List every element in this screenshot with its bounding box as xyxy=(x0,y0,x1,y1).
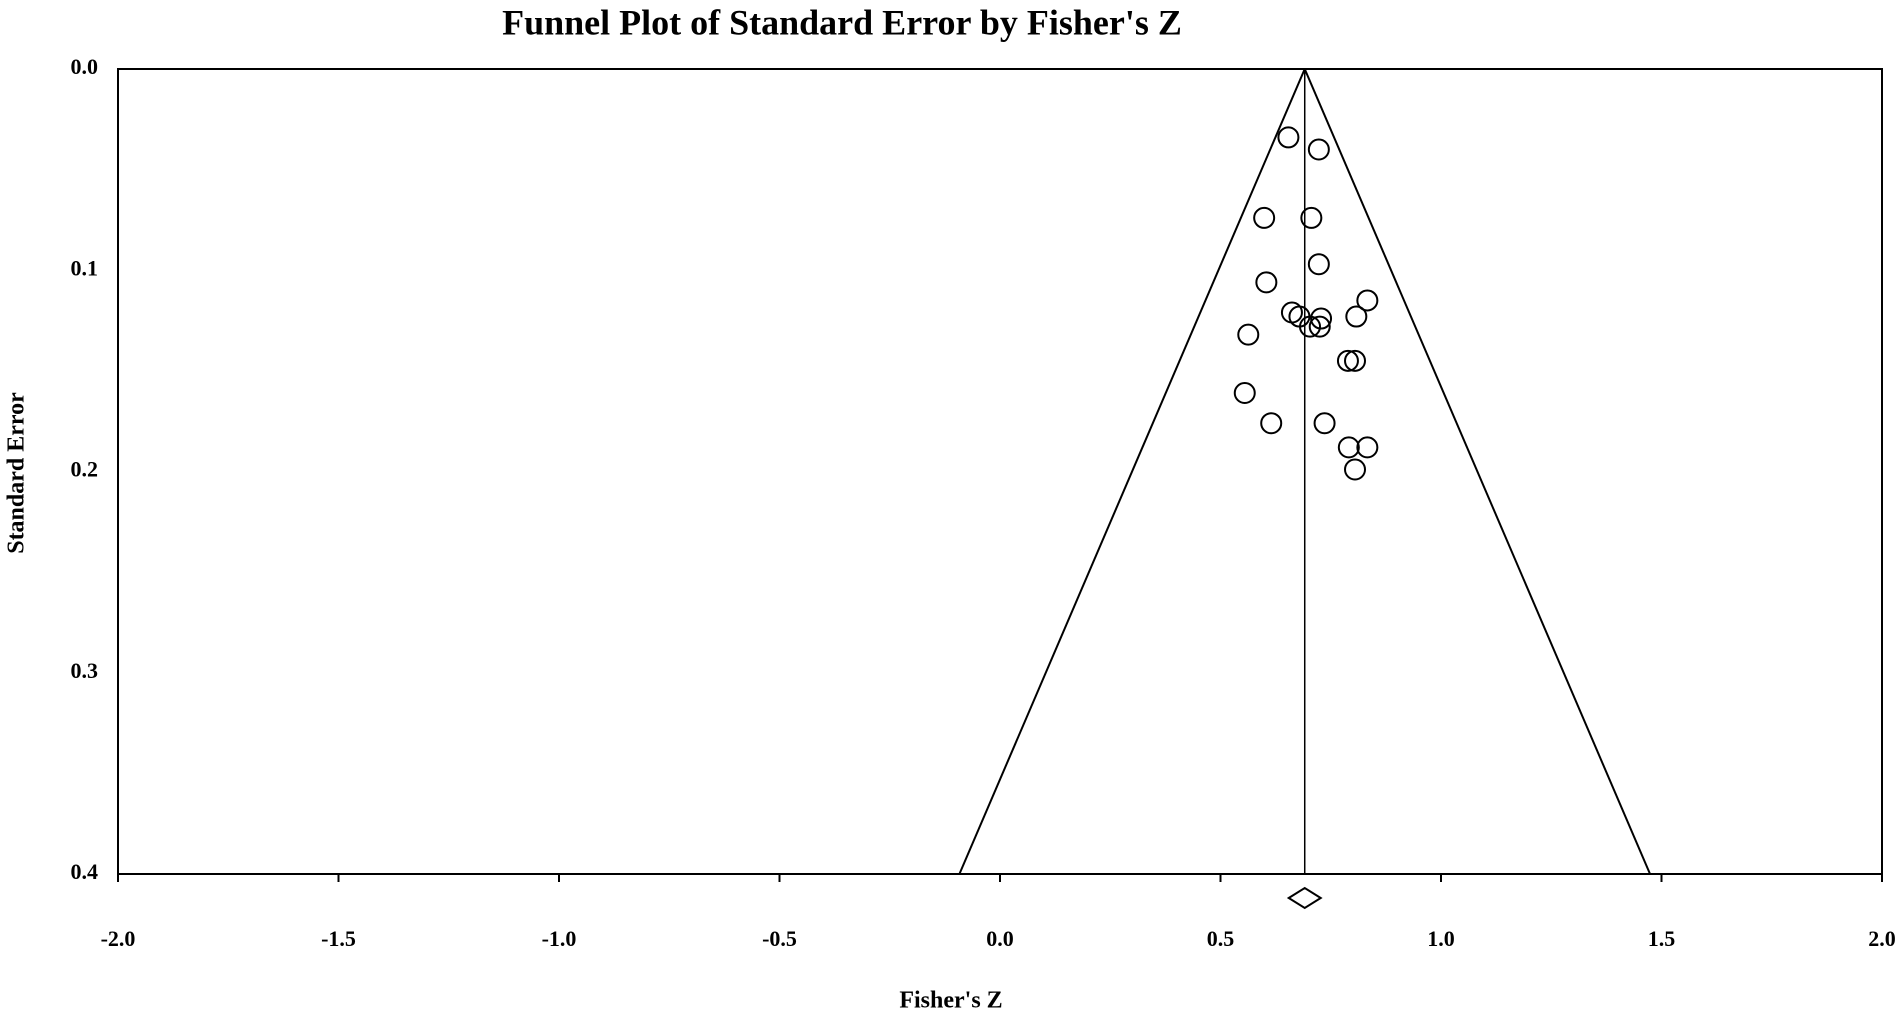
y-axis-title: Standard Error xyxy=(4,392,30,554)
plot-frame xyxy=(117,68,1883,875)
y-tick-label: 0.2 xyxy=(71,457,99,482)
summary-diamond xyxy=(1286,886,1323,910)
study-point xyxy=(1307,253,1330,276)
x-tick-label: 1.5 xyxy=(1648,926,1676,951)
study-point xyxy=(1253,206,1276,229)
study-point xyxy=(1310,307,1333,330)
study-point xyxy=(1260,412,1283,435)
study-point xyxy=(1313,412,1336,435)
y-tick-label: 0.1 xyxy=(71,255,99,280)
x-axis-title: Fisher's Z xyxy=(899,988,1002,1014)
study-point xyxy=(1300,206,1323,229)
funnel-left xyxy=(958,68,1306,875)
study-point xyxy=(1299,315,1322,338)
y-tick-label: 0.4 xyxy=(71,859,99,884)
study-point xyxy=(1277,126,1300,149)
x-tick-label: 1.0 xyxy=(1427,926,1455,951)
x-tick-label: 0.0 xyxy=(986,926,1014,951)
x-tick-label: 0.5 xyxy=(1207,926,1235,951)
x-tick-label: -0.5 xyxy=(762,926,797,951)
y-tick-label: 0.3 xyxy=(71,658,99,683)
study-point xyxy=(1344,458,1367,481)
study-point xyxy=(1356,289,1379,312)
x-tick-label: -2.0 xyxy=(101,926,136,951)
study-point xyxy=(1233,382,1256,405)
study-point xyxy=(1280,301,1303,324)
study-point xyxy=(1237,323,1260,346)
study-point xyxy=(1345,305,1368,328)
study-point xyxy=(1308,315,1331,338)
study-point xyxy=(1255,271,1278,294)
study-point xyxy=(1336,349,1359,372)
y-tick-label: 0.0 xyxy=(71,54,99,79)
funnel-right xyxy=(1303,68,1651,875)
x-tick-label: -1.5 xyxy=(321,926,356,951)
study-point xyxy=(1356,436,1379,459)
study-point xyxy=(1344,349,1367,372)
study-point xyxy=(1307,138,1330,161)
study-point xyxy=(1337,436,1360,459)
x-tick-label: -1.0 xyxy=(542,926,577,951)
chart-title: Funnel Plot of Standard Error by Fisher'… xyxy=(502,2,1182,42)
x-tick-label: 2.0 xyxy=(1868,926,1896,951)
